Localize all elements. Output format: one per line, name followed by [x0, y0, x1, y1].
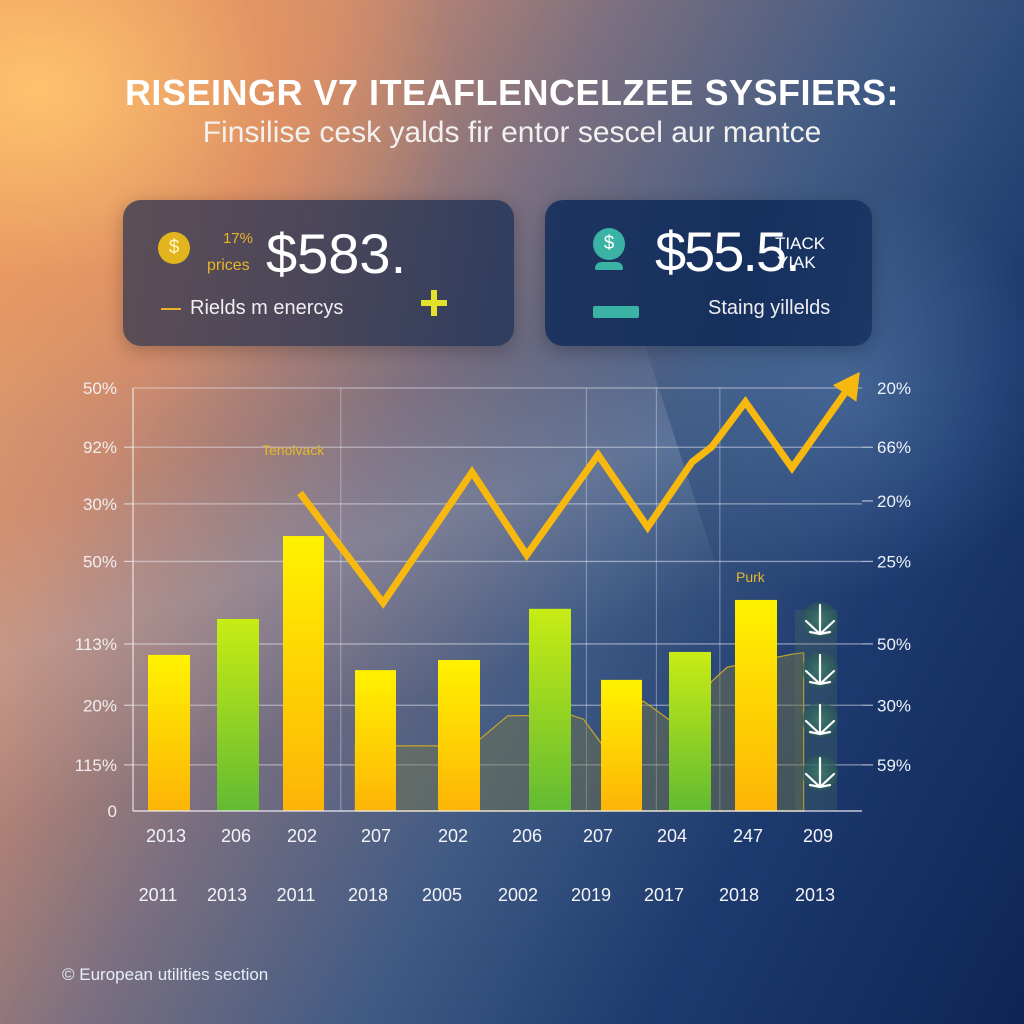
y-tick-label-right: 20%: [877, 492, 911, 511]
y-tick-label-right: 66%: [877, 438, 911, 457]
y-tick-label-left: 30%: [83, 495, 117, 514]
bar: [217, 618, 259, 811]
page-subtitle: Finsilise cesk yalds fir entor sescel au…: [202, 116, 822, 149]
down-arrow-icon[interactable]: [802, 755, 838, 791]
copyright-icon: ©: [62, 965, 75, 984]
y-tick-label-left: 0: [108, 802, 117, 821]
x-tick-label: 247: [733, 826, 763, 846]
suffix-line-2: YIAK: [777, 253, 816, 272]
percent-label: prices: [207, 257, 250, 274]
x-tick-label-secondary: 2018: [348, 885, 388, 905]
x-tick-label: 202: [287, 826, 317, 846]
x-tick-label-secondary: 2005: [422, 885, 462, 905]
line-series: [297, 387, 850, 609]
down-arrow-icon[interactable]: [802, 652, 838, 688]
bar: [601, 679, 642, 811]
x-tick-label: 206: [512, 826, 542, 846]
card-caption: Staing yillelds: [708, 297, 831, 319]
bar: [735, 599, 777, 811]
y-tick-label-left: 50%: [83, 379, 117, 398]
minus-bar-icon: [593, 306, 639, 318]
x-tick-label: 202: [438, 826, 468, 846]
x-tick-label-secondary: 2013: [795, 885, 835, 905]
bar: [283, 536, 324, 811]
down-arrow-icon[interactable]: [802, 702, 838, 738]
suffix-line-1: TIACK: [775, 234, 826, 253]
x-tick-label-secondary: 2011: [277, 885, 316, 905]
footer-text: European utilities section: [79, 965, 269, 984]
down-arrow-glyph: [804, 756, 836, 789]
y-tick-label-left: 50%: [83, 552, 117, 571]
arrowhead-icon: [832, 371, 860, 402]
dollar-globe-icon: $: [593, 228, 625, 260]
yield-value: $55.5.: [655, 220, 801, 283]
bar: [438, 659, 480, 811]
down-arrow-icon[interactable]: [802, 602, 838, 638]
y-tick-label-left: 115%: [75, 756, 117, 775]
percent-value: 17%: [222, 230, 253, 247]
price-value: $583.: [266, 222, 407, 285]
bar: [355, 670, 396, 811]
bar: [529, 608, 571, 811]
y-tick-label-left: 20%: [83, 696, 117, 715]
x-tick-label-secondary: 2011: [139, 885, 178, 905]
y-tick-label-right: 20%: [877, 379, 911, 398]
annotation-label: Tenolvack: [262, 442, 325, 458]
value-suffix: TIACK YIAK: [775, 234, 825, 272]
y-tick-label-left: 92%: [83, 438, 117, 457]
x-tick-label-secondary: 2019: [571, 885, 611, 905]
y-tick-label-left: 113%: [75, 635, 117, 654]
globe-stand-icon: [595, 262, 623, 270]
y-tick-label-right: 50%: [877, 635, 911, 654]
down-arrow-glyph: [804, 703, 836, 736]
x-tick-label-secondary: 2013: [207, 885, 247, 905]
price-card: $ 17% prices $583. Rields m enercys: [123, 200, 514, 346]
bar: [148, 654, 190, 811]
x-tick-label-secondary: 2018: [719, 885, 759, 905]
down-arrow-glyph: [804, 603, 836, 636]
x-tick-label: 204: [657, 826, 687, 846]
y-tick-label-right: 25%: [877, 552, 911, 571]
x-tick-label: 207: [583, 826, 613, 846]
yield-card: $ $55.5. TIACK YIAK Staing yillelds: [545, 200, 872, 346]
footer: © European utilities section: [62, 965, 268, 985]
y-tick-label-right: 59%: [877, 756, 911, 775]
x-tick-label: 207: [361, 826, 391, 846]
x-tick-label: 206: [221, 826, 251, 846]
x-tick-label: 2013: [146, 826, 186, 846]
card-caption: Rields m enercys: [190, 297, 344, 319]
dash-icon: [161, 308, 181, 310]
plus-icon[interactable]: [421, 290, 447, 316]
down-arrow-glyph: [804, 653, 836, 686]
dollar-coin-icon: $: [158, 232, 190, 264]
x-tick-label-secondary: 2002: [498, 885, 538, 905]
bar: [669, 651, 711, 811]
page-title: RISEINGR V7 ITEAFLENCELZEE SYSFIERS:: [124, 72, 900, 113]
x-tick-label-secondary: 2017: [644, 885, 684, 905]
x-tick-label: 209: [803, 826, 833, 846]
y-tick-label-right: 30%: [877, 696, 911, 715]
annotation-label: Purk: [736, 569, 766, 585]
